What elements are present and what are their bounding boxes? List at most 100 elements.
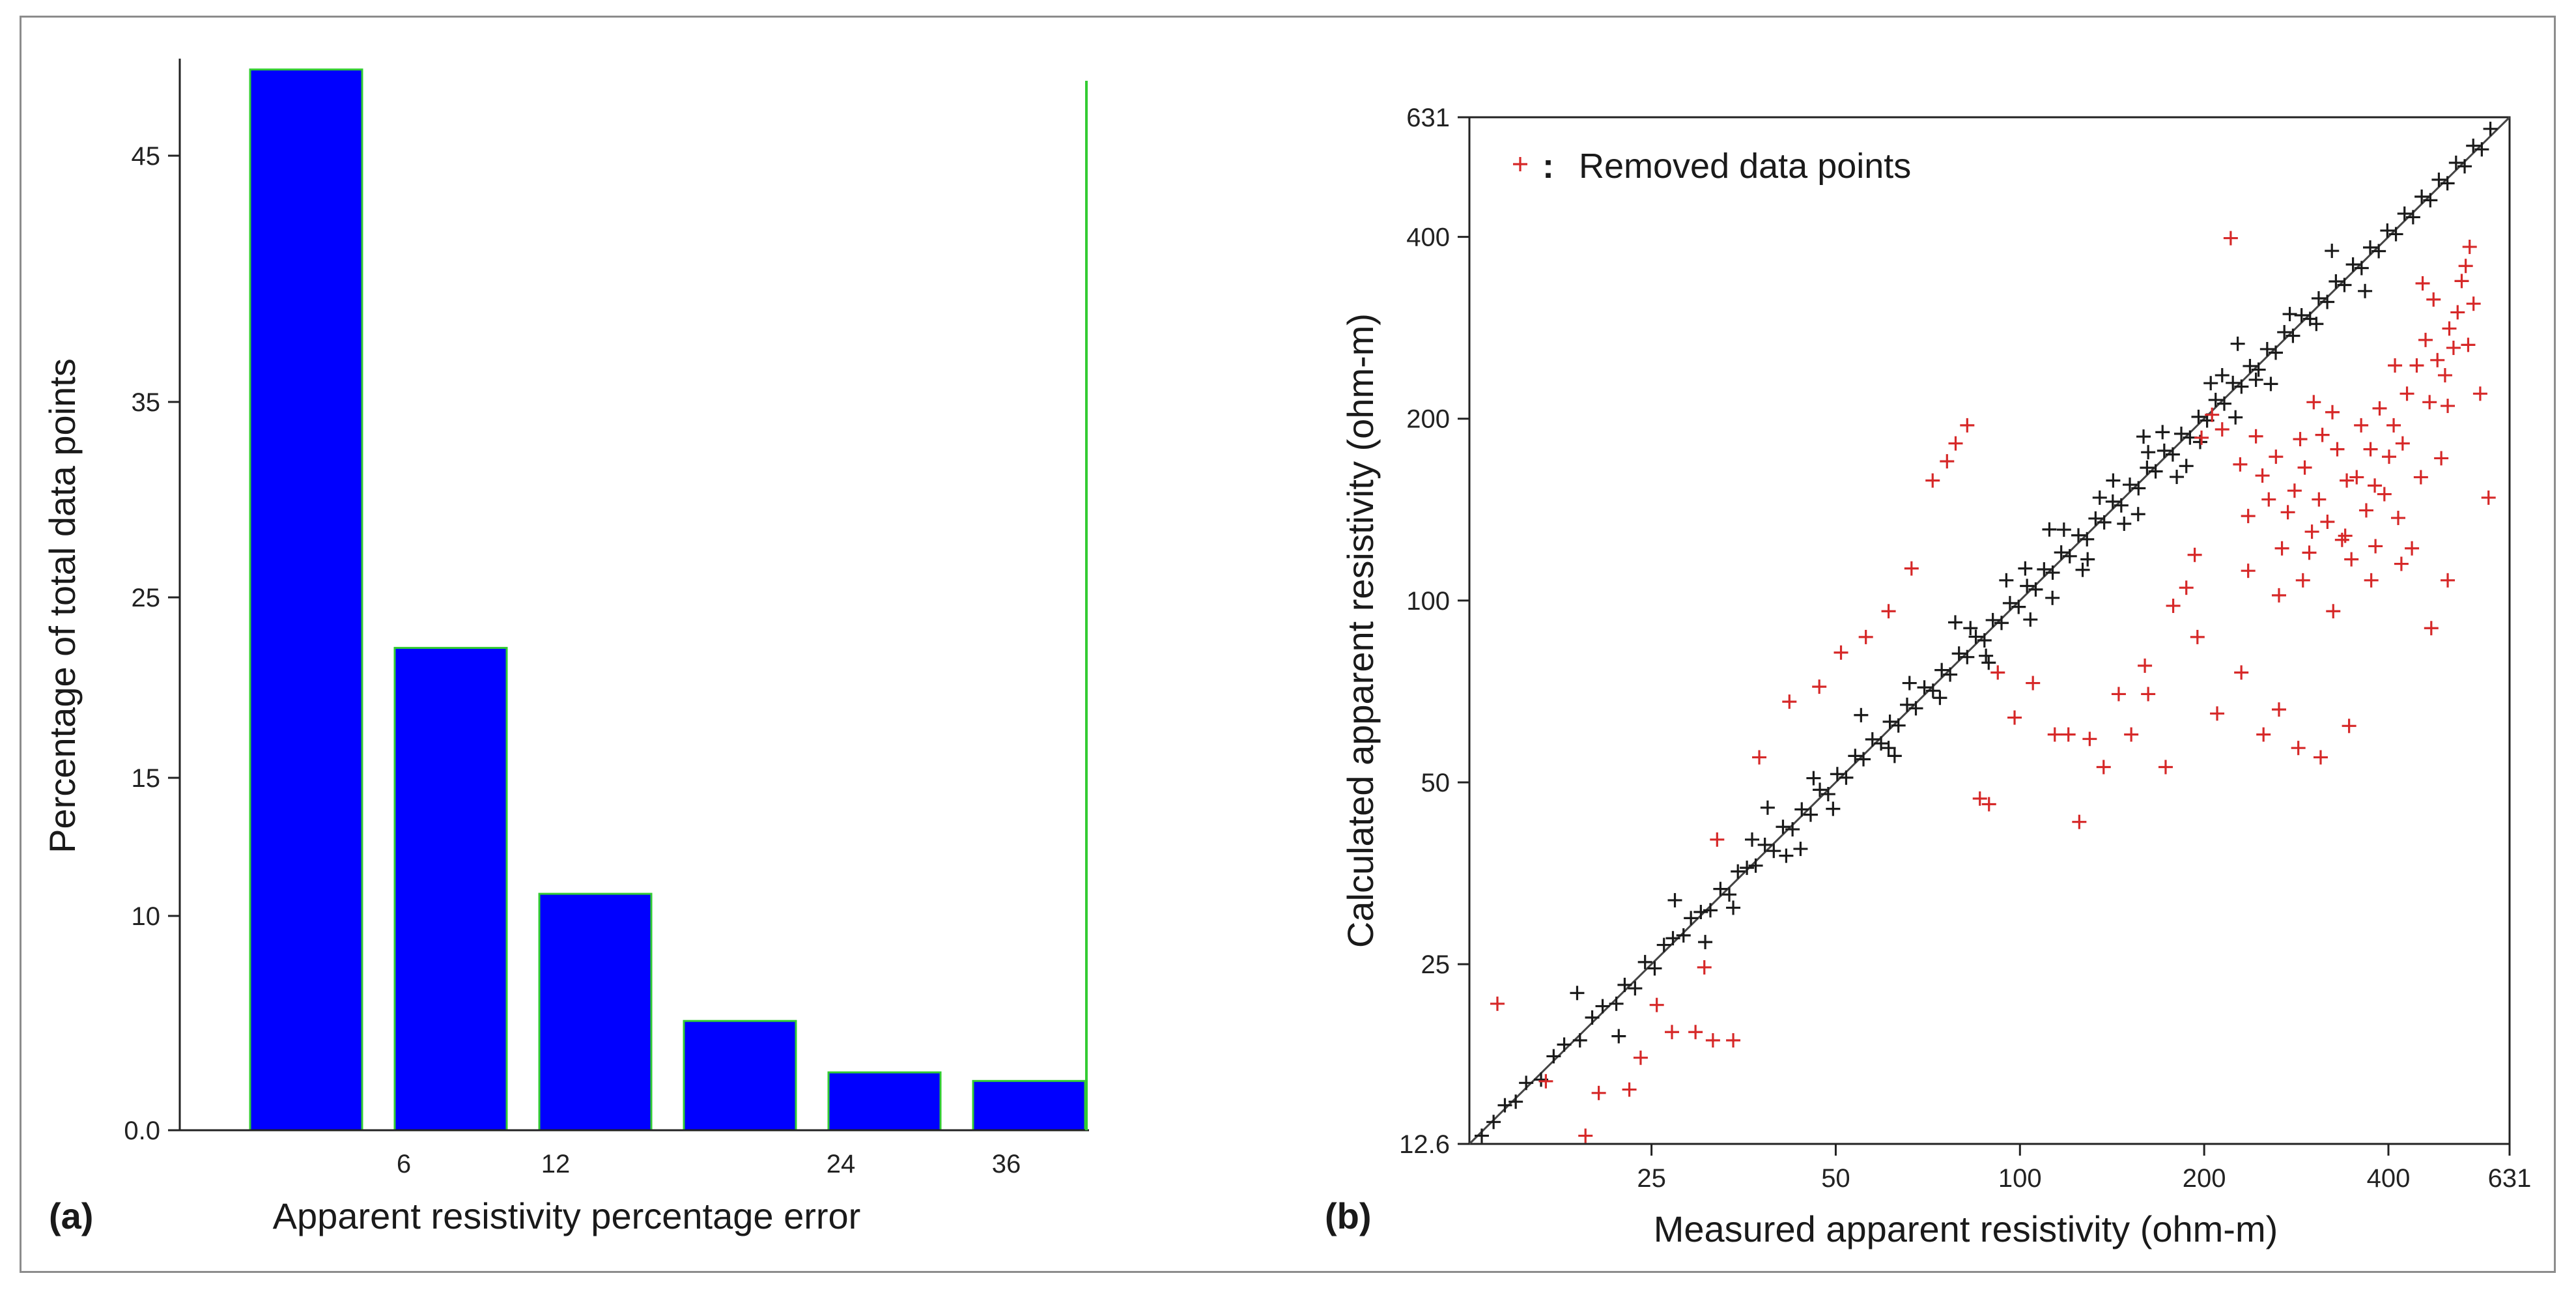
removed-point	[2210, 706, 2225, 721]
kept-point	[2071, 528, 2086, 543]
y-tick-label: 10	[132, 902, 161, 931]
kept-point	[1766, 844, 1781, 859]
removed-point	[2426, 292, 2441, 307]
removed-point	[1591, 1085, 1606, 1100]
removed-point	[1858, 629, 1873, 644]
removed-point	[2388, 358, 2403, 373]
kept-point	[2269, 345, 2284, 360]
kept-point	[2117, 516, 2132, 531]
kept-point	[1486, 1115, 1501, 1130]
kept-point	[1891, 718, 1906, 733]
y-tick-label: 50	[1421, 769, 1451, 797]
kept-point	[1943, 667, 1958, 682]
removed-point	[2344, 552, 2359, 567]
kept-point	[1793, 842, 1808, 857]
bar-12-18	[538, 892, 653, 1132]
kept-point	[2311, 291, 2326, 306]
kept-point	[2448, 155, 2463, 170]
removed-point	[2295, 573, 2310, 588]
kept-point	[1785, 822, 1800, 837]
removed-point	[1782, 694, 1797, 709]
kept-point	[2466, 138, 2481, 153]
kept-point	[1779, 848, 1794, 863]
removed-point	[1881, 604, 1896, 619]
kept-point	[1665, 931, 1680, 946]
kept-point	[1979, 648, 1994, 663]
removed-point	[2138, 658, 2153, 673]
kept-point	[1726, 900, 1741, 915]
removed-point	[1726, 1033, 1741, 1048]
kept-point	[2423, 193, 2438, 208]
kept-point	[1585, 1010, 1600, 1025]
removed-point	[2363, 442, 2378, 457]
kept-point	[1656, 937, 1671, 952]
kept-point	[1968, 629, 1983, 644]
removed-point	[2340, 473, 2355, 488]
x-axis-title: Measured apparent resistivity (ohm-m)	[1654, 1208, 2278, 1249]
y-tick-label: 200	[1406, 405, 1450, 434]
removed-point	[2405, 541, 2420, 556]
removed-point	[2454, 274, 2469, 289]
kept-point	[1902, 676, 1917, 691]
removed-point	[2194, 430, 2209, 445]
removed-point	[1948, 436, 1963, 451]
bar-group	[249, 68, 1086, 1132]
kept-point	[1519, 1076, 1534, 1090]
kept-point	[2122, 477, 2137, 492]
kept-point	[1703, 903, 1718, 918]
kept-point	[2114, 498, 2129, 513]
removed-point	[2320, 514, 2335, 529]
kept-point	[2358, 283, 2373, 298]
kept-point	[1713, 881, 1728, 896]
removed-point	[1812, 679, 1827, 694]
x-tick-label: 400	[2367, 1164, 2411, 1193]
kept-point	[1981, 655, 1996, 670]
removed-point	[2442, 321, 2457, 336]
kept-point	[1820, 787, 1835, 802]
kept-point	[2131, 481, 2146, 496]
kept-point	[1881, 741, 1896, 756]
removed-point	[2293, 432, 2308, 447]
kept-point	[1856, 752, 1871, 767]
removed-point	[2394, 556, 2409, 571]
removed-point	[2368, 478, 2383, 493]
kept-point	[1609, 996, 1624, 1011]
kept-point	[1676, 928, 1691, 943]
kept-point	[1740, 861, 1755, 876]
scatter-chart-panel: 12.6 25 50 100 200 400 631 25 50 100 200 400 631 : …	[1325, 104, 2531, 1249]
removed-point	[1833, 645, 1848, 660]
removed-point	[1633, 1050, 1648, 1065]
kept-point	[1963, 621, 1978, 636]
removed-point	[2377, 487, 2392, 502]
kept-point	[1977, 633, 1992, 648]
removed-point	[2441, 399, 2456, 414]
y-tick-group: 12.6 25 50 100 200 400 631	[1399, 104, 1469, 1159]
kept-point	[1647, 961, 1662, 976]
kept-point	[2380, 223, 2395, 238]
removed-point	[2223, 231, 2238, 246]
removed-point	[1990, 665, 2005, 680]
removed-point	[2368, 539, 2383, 554]
kept-point	[1794, 802, 1809, 817]
panel-label-b: (b)	[1325, 1195, 1372, 1236]
legend-separator: :	[1542, 147, 1554, 186]
kept-point	[2309, 317, 2324, 332]
removed-point	[2418, 332, 2433, 347]
removed-point	[2315, 427, 2330, 442]
kept-point	[2020, 578, 2035, 593]
removed-point	[2026, 676, 2041, 691]
kept-point	[1617, 977, 1632, 992]
removed-point	[1665, 1025, 1680, 1040]
removed-point	[2271, 588, 2286, 603]
x-tick-group: 25 50 100 200 400 631	[1637, 1144, 2531, 1193]
x-tick-group: 6 12 24 36	[397, 1150, 1021, 1178]
removed-point	[2233, 457, 2248, 472]
kept-point	[2170, 470, 2185, 485]
removed-point	[2274, 541, 2289, 556]
removed-point	[2072, 814, 2087, 829]
kept-point	[2165, 447, 2180, 462]
removed-point	[1752, 750, 1767, 765]
kept-point	[2018, 561, 2033, 576]
kept-point	[2130, 507, 2145, 522]
kept-point	[1637, 954, 1652, 969]
